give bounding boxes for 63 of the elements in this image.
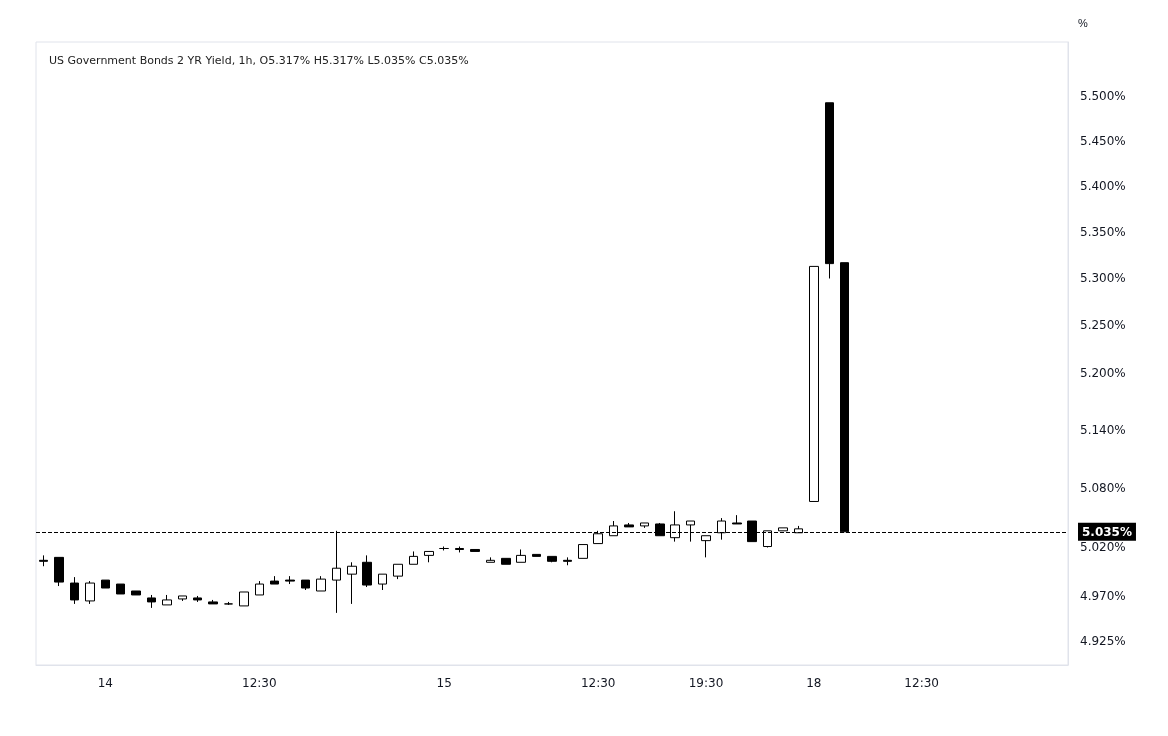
candlestick: [116, 583, 125, 595]
y-tick-label: 5.400%: [1080, 179, 1126, 194]
y-axis-title: %: [1078, 16, 1088, 29]
candlestick: [809, 265, 819, 502]
candlestick: [301, 579, 310, 591]
candlestick: [162, 594, 172, 606]
y-tick-label: 5.450%: [1080, 133, 1126, 148]
x-tick-label: 18: [806, 676, 822, 690]
candlestick: [208, 599, 218, 605]
candlestick: [547, 555, 557, 563]
x-tick-label: 12:30: [580, 676, 616, 690]
y-tick-label: 5.080%: [1080, 480, 1126, 495]
candlestick: [347, 561, 357, 605]
candlestick: [255, 580, 264, 596]
x-tick-label: 15: [436, 676, 452, 690]
x-tick-label: 19:30: [688, 676, 724, 690]
candlestick: [285, 575, 295, 585]
candlestick: [270, 575, 279, 585]
x-tick-label: 14: [97, 676, 113, 690]
candlestick: [39, 554, 48, 567]
candlestick: [439, 546, 449, 551]
candlestick: [362, 554, 372, 588]
candlestick: [516, 548, 526, 563]
candlestick: [624, 522, 634, 528]
y-tick-label: 5.300%: [1080, 271, 1126, 286]
candlestick: [85, 580, 95, 605]
candlestick: [532, 553, 541, 557]
y-tick-label: 5.020%: [1080, 539, 1126, 554]
candlestick: [578, 544, 588, 559]
candlestick: [501, 557, 511, 565]
candlestick: [640, 522, 649, 529]
candlestick: [54, 556, 64, 587]
x-tick-label: 12:30: [242, 676, 277, 690]
y-tick-label: 4.970%: [1080, 588, 1126, 603]
candlestick: [178, 595, 187, 602]
candlestick: [193, 595, 202, 603]
candlestick: [470, 548, 480, 552]
candlestick: [316, 575, 326, 592]
candlestick: [378, 573, 387, 591]
candlestick: [101, 579, 110, 589]
candlestick: [701, 535, 711, 558]
y-tick-label: 5.500%: [1080, 88, 1126, 103]
y-tick-label: 5.250%: [1080, 318, 1126, 333]
candlestick: [732, 514, 742, 525]
y-tick-label: 5.350%: [1080, 225, 1126, 240]
candlestick: [563, 556, 572, 566]
candlestick: [224, 601, 233, 606]
text: US Government Bonds 2 YR Yield, 1h, O5.317% H5.317% L5.035% C5.035%: [49, 54, 469, 67]
candlestick: [409, 550, 418, 565]
candlestick: [455, 546, 464, 553]
candlestick: [825, 102, 834, 279]
y-tick-label: 4.925%: [1080, 633, 1126, 648]
ref-line-label: 5.035%: [1082, 524, 1132, 539]
candlestick: [239, 591, 249, 607]
x-tick-label: 12:30: [904, 676, 939, 690]
candlestick: [131, 590, 141, 596]
candlestick: [147, 594, 156, 609]
candlestick: [424, 550, 434, 563]
candlestick: [70, 576, 79, 605]
candlestick: [486, 556, 495, 563]
candlestick: [393, 563, 403, 580]
y-tick-label: 5.200%: [1080, 365, 1126, 380]
y-tick-label: 5.140%: [1080, 422, 1126, 437]
